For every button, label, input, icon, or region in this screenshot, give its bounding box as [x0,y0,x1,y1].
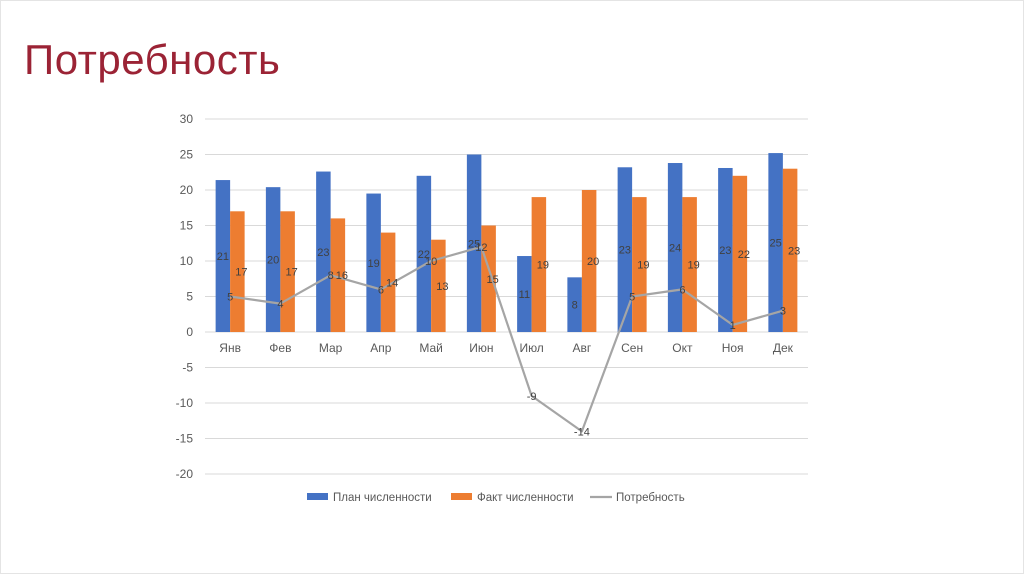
fact-data-label: 16 [336,270,348,282]
x-tick-label: Дек [773,341,794,355]
plan-bar [768,153,783,332]
plan-bar [718,167,733,332]
need-data-label: 10 [425,256,437,268]
fact-bar [581,190,597,332]
plan-data-label: 11 [519,289,530,301]
y-tick-label: -10 [176,396,194,410]
y-tick-label: 30 [180,112,194,126]
plan-data-label: 23 [317,247,329,259]
plan-data-label: 24 [669,243,681,255]
fact-bar [531,197,547,332]
plan-bar [265,187,281,332]
plan-data-label: 22 [418,249,430,261]
fact-data-label: 19 [637,260,649,272]
plan-bar [517,256,532,332]
x-tick-label: Фев [269,341,291,355]
x-tick-label: Апр [370,341,392,355]
fact-bar [782,168,798,332]
legend-fact-swatch [451,493,472,500]
plan-bar [416,175,432,332]
x-tick-label: Мар [319,341,343,355]
plan-data-label: 23 [719,245,731,257]
need-data-label: 6 [679,284,685,296]
legend-plan-label: План численности [333,492,432,504]
plan-data-label: 25 [468,238,480,250]
x-tick-label: Июл [519,341,543,355]
plan-data-label: 20 [267,255,279,267]
plan-bar [366,193,381,332]
legend-need-label: Потребность [616,492,685,504]
need-data-label: -14 [574,426,590,438]
fact-bar [230,211,245,332]
need-data-label: 3 [780,306,786,318]
need-series-line [229,245,784,433]
need-data-label: 5 [629,292,635,304]
need-data-label: 6 [378,284,384,296]
fact-data-label: 20 [587,256,599,268]
legend-fact-label: Факт численности [477,492,574,504]
fact-bar [380,232,396,332]
plan-bar [466,154,482,332]
y-tick-label: 5 [186,290,193,304]
x-axis-ticks: Янв Фев Мар Апр Май Июн Июл Авг Сен Окт Ноя Дек [219,341,793,355]
need-data-label: -9 [527,391,537,403]
need-data-label: 1 [730,320,736,332]
fact-data-label: 17 [235,267,247,279]
need-line [229,245,784,433]
y-tick-label: 10 [180,254,194,268]
need-data-label: 8 [328,270,334,282]
bars [215,153,798,332]
fact-bar [481,225,496,332]
y-axis-ticks: 30 25 20 15 10 5 0 -5 -10 -15 -20 [176,112,194,481]
x-tick-label: Ноя [722,341,744,355]
x-tick-label: Июн [469,341,493,355]
plan-data-label: 23 [619,245,631,257]
x-tick-label: Май [419,341,443,355]
fact-bar [431,239,446,332]
y-tick-label: -5 [182,361,193,375]
legend-plan-swatch [307,493,328,500]
x-tick-label: Окт [672,341,693,355]
y-tick-label: -15 [176,432,194,446]
x-tick-label: Янв [219,341,241,355]
fact-bar [330,218,346,332]
fact-data-label: 17 [286,267,298,279]
plan-bar [215,180,231,332]
y-tick-label: 0 [186,325,193,339]
plan-data-label: 19 [368,258,380,270]
need-data-label: 12 [475,242,487,254]
fact-data-label: 13 [436,281,448,293]
y-tick-label: 20 [180,183,194,197]
y-tick-label: 15 [180,219,194,233]
fact-bar [632,197,647,332]
fact-data-label: 19 [537,260,549,272]
legend: План численности Факт численности Потребно… [307,492,685,504]
x-tick-label: Авг [572,341,591,355]
x-tick-label: Сен [621,341,643,355]
plan-bar [567,277,582,332]
fact-data-label: 15 [487,274,499,286]
need-data-label: 4 [277,299,283,311]
y-tick-label: 25 [180,148,194,162]
plan-data-label: 25 [770,238,782,250]
slide-title: Потребность [24,36,281,83]
data-labels: 2117201723161914221325151119820231924192… [217,238,801,439]
plan-data-label: 8 [572,300,578,312]
fact-bar [732,175,748,332]
fact-data-label: 14 [386,277,398,289]
y-tick-label: -20 [176,467,194,481]
fact-data-label: 23 [788,245,800,257]
plan-data-label: 21 [217,251,229,263]
plan-bar [316,171,331,332]
plan-bar [617,167,633,332]
gridlines [205,118,808,475]
need-data-label: 5 [227,292,233,304]
fact-data-label: 19 [688,260,700,272]
fact-data-label: 22 [738,249,750,261]
